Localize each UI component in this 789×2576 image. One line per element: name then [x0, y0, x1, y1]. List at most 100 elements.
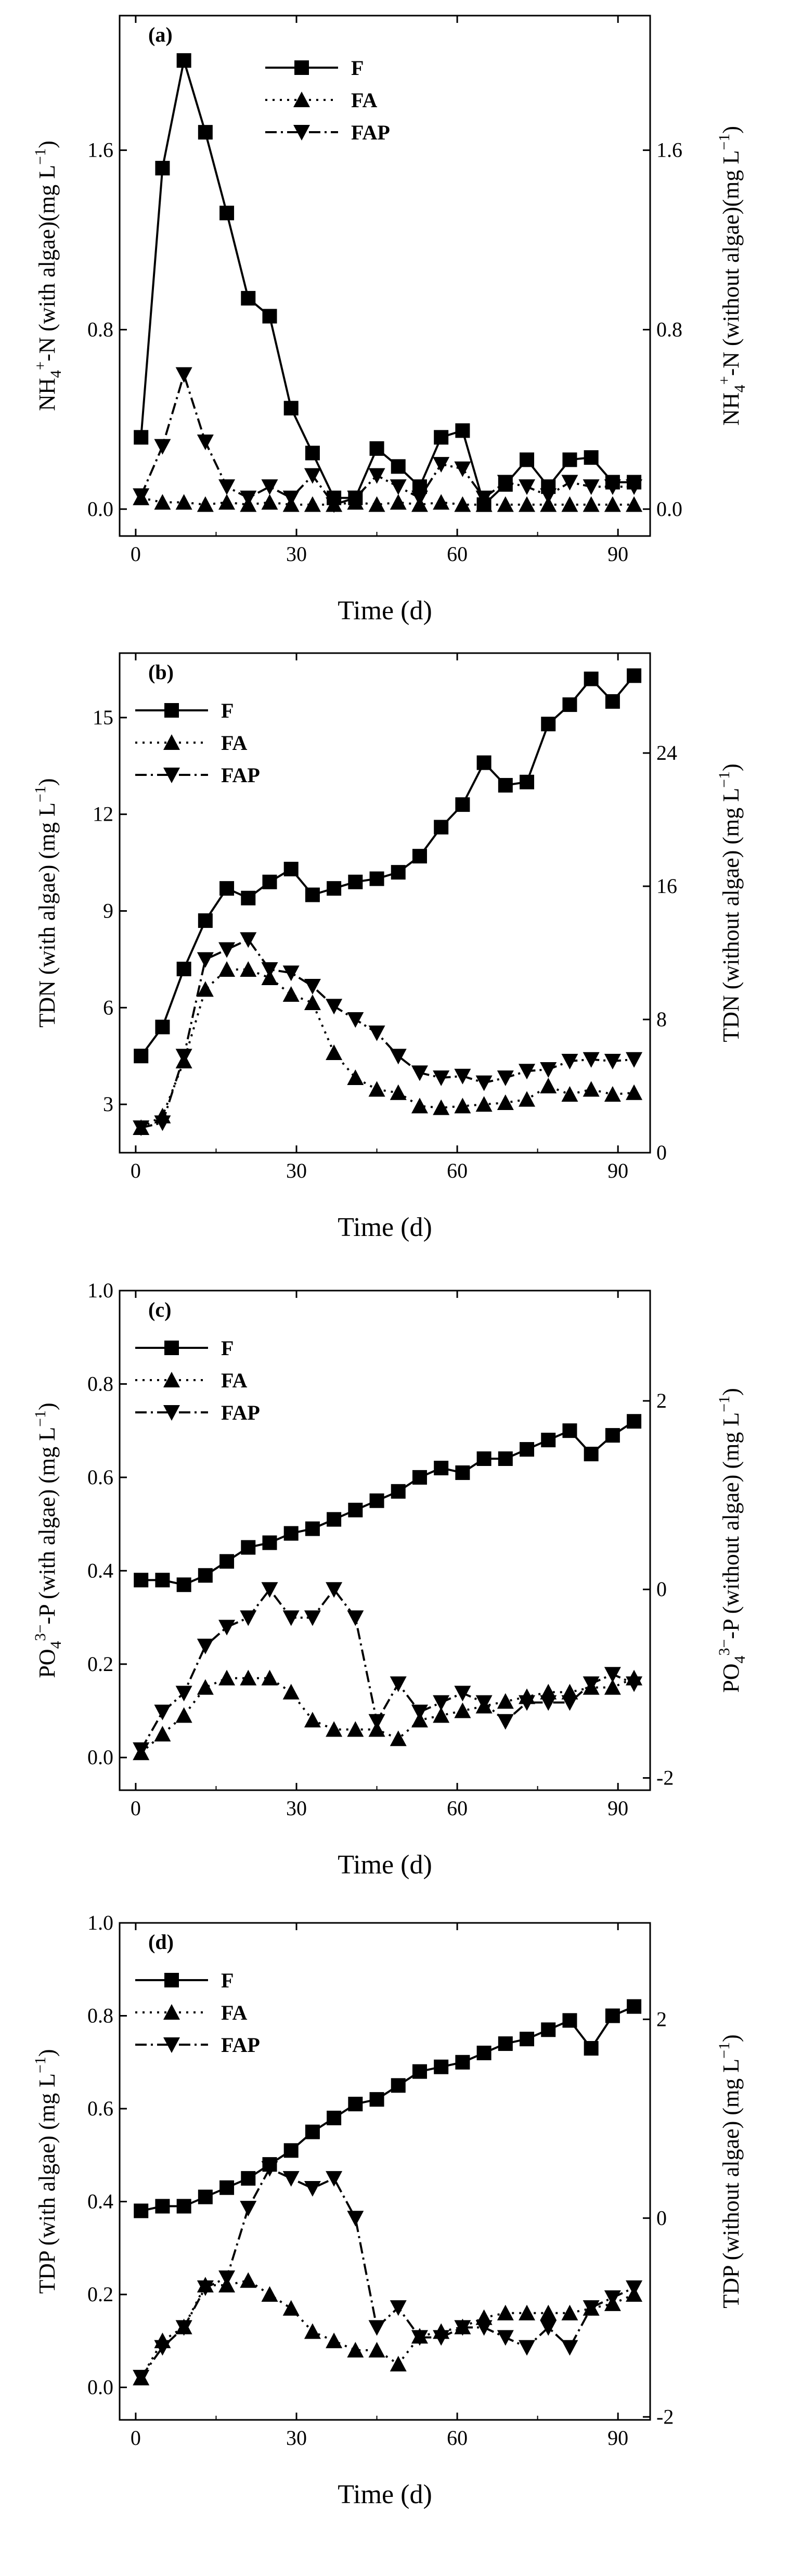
- data-point-fap: [326, 497, 343, 513]
- data-point-f: [562, 452, 577, 467]
- y-axis-title-left-part: -N (with algae)(mg L: [34, 165, 60, 362]
- data-point-fa: [604, 1679, 621, 1695]
- data-point-fa: [218, 961, 236, 977]
- data-point-fa: [454, 496, 471, 512]
- data-point-fap: [540, 488, 557, 504]
- panel-label: (d): [148, 1930, 174, 1954]
- series-line-fap: [140, 938, 635, 1129]
- legend-label-fap: FAP: [351, 121, 390, 144]
- data-point-f: [155, 2199, 170, 2214]
- data-point-fa: [561, 2304, 578, 2320]
- data-point-fap: [454, 1686, 471, 1702]
- data-point-f: [627, 1999, 642, 2014]
- panel-label: (a): [148, 23, 173, 46]
- y-axis-title-right-part: TDP (without algae) (mg L: [718, 2059, 744, 2309]
- panel-label: (b): [148, 660, 174, 684]
- data-point-f: [369, 871, 384, 886]
- data-point-fa: [347, 2342, 364, 2358]
- data-point-fap: [475, 1075, 493, 1091]
- data-point-fap: [154, 1704, 171, 1720]
- x-tick-label: 30: [286, 542, 307, 566]
- data-point-fa: [433, 1707, 450, 1723]
- data-point-f: [176, 1577, 191, 1592]
- y-axis-title-left-part: −1: [32, 786, 49, 802]
- data-point-fap: [304, 1610, 321, 1626]
- data-point-fap: [561, 2340, 578, 2356]
- data-point-fa: [154, 1726, 171, 1742]
- data-point-fap: [218, 479, 236, 495]
- data-point-fap: [282, 1610, 300, 1626]
- data-point-fa: [626, 1084, 643, 1100]
- data-point-f: [348, 1502, 363, 1517]
- legend-marker-fa: [293, 92, 310, 107]
- series-fap: [133, 1582, 643, 1758]
- y-axis-title-left-part: ): [34, 778, 60, 786]
- data-point-f: [283, 861, 299, 876]
- data-point-fap: [154, 1115, 171, 1131]
- y-axis-title-left-part: +: [32, 361, 49, 370]
- y-tick-label: 1.0: [87, 1279, 113, 1302]
- y-axis-title-right: TDN (without algae) (mg L−1): [716, 763, 744, 1042]
- data-point-fap: [261, 962, 278, 978]
- data-point-fap: [540, 2320, 557, 2336]
- data-point-fap: [261, 479, 278, 495]
- y-tick-label: 9: [103, 899, 113, 922]
- data-point-fap: [411, 1704, 428, 1720]
- y-axis-title-left-part: 3−: [32, 1625, 49, 1641]
- data-point-fap: [454, 1068, 471, 1085]
- data-point-fa: [261, 2286, 278, 2302]
- data-point-fap: [497, 1070, 514, 1086]
- data-point-f: [412, 849, 427, 864]
- series-fap: [133, 367, 643, 513]
- series-line-f: [141, 1420, 635, 1586]
- data-point-f: [412, 2064, 427, 2079]
- data-point-fap: [175, 367, 192, 383]
- y-right-tick-label: 24: [656, 741, 677, 764]
- legend-label-f: F: [221, 1969, 234, 1992]
- series-f: [134, 1999, 642, 2218]
- data-point-fap: [304, 2180, 321, 2197]
- legend: F FA FAP: [135, 699, 260, 787]
- data-point-f: [327, 881, 342, 896]
- data-point-f: [134, 430, 149, 445]
- data-point-f: [369, 441, 384, 456]
- data-point-fap: [475, 490, 493, 506]
- data-point-fa: [218, 494, 236, 510]
- y-tick-label: 1.6: [87, 138, 113, 162]
- y-right-tick-label: 0: [656, 1577, 667, 1601]
- y-axis-title-right-part: TDN (without algae) (mg L: [718, 788, 744, 1042]
- series-fa: [133, 2272, 643, 2386]
- legend-marker-fa: [163, 1372, 180, 1387]
- data-point-fap: [497, 1714, 514, 1730]
- data-point-fap: [519, 479, 536, 495]
- data-point-fap: [411, 490, 428, 506]
- data-point-fa: [240, 961, 257, 977]
- data-point-fap: [604, 479, 621, 495]
- data-point-fa: [368, 2342, 385, 2358]
- data-point-f: [241, 2171, 256, 2186]
- y-axis-title-right-part: -N (without algae)(mg L: [718, 150, 744, 376]
- data-point-fap: [282, 965, 300, 981]
- y-axis-title-right-part: ): [718, 763, 744, 771]
- data-point-fa: [540, 496, 557, 512]
- data-point-fap: [133, 1120, 150, 1136]
- y-axis-title-right-part: −1: [716, 134, 733, 150]
- y-axis-title-left-part: −1: [32, 148, 49, 165]
- x-tick-label: 30: [286, 1159, 307, 1182]
- data-point-fap: [497, 2330, 514, 2346]
- data-point-fap: [175, 1049, 192, 1065]
- data-point-fap: [411, 2330, 428, 2346]
- chart-panel-4: 0 30 60 90 0.0 0.2 0.4 0.6 0.8 1.0 -2 0 2 Time (d) TDP…: [32, 1911, 744, 2509]
- y-axis-title-left: NH4+-N (with algae)(mg L−1): [32, 141, 64, 411]
- data-point-f: [198, 125, 213, 140]
- plot-frame: [119, 1922, 651, 2421]
- data-point-f: [455, 1465, 470, 1480]
- data-point-f: [391, 865, 406, 880]
- data-point-f: [434, 430, 449, 445]
- data-point-fap: [433, 1070, 450, 1086]
- legend-marker-f: [164, 1341, 179, 1355]
- y-tick-label: 0.6: [87, 1465, 113, 1489]
- legend-marker-f: [294, 60, 309, 75]
- data-point-fa: [454, 1702, 471, 1718]
- data-point-fa: [497, 496, 514, 512]
